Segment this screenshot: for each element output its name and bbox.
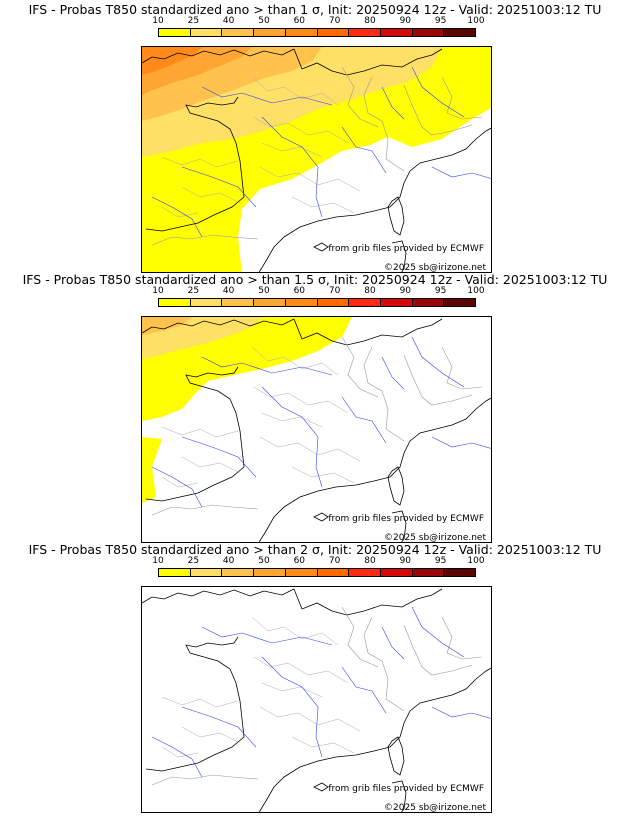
tick-label: 70: [329, 16, 340, 27]
tick-label: 80: [364, 556, 375, 567]
tick-label: 80: [364, 286, 375, 297]
colorbar-segment: [412, 29, 444, 36]
colorbar-segment: [380, 29, 412, 36]
source-credit: from grib files provided by ECMWF: [328, 784, 484, 794]
colorbar-ticks: 10 25 40 50 60 70 80 90 95 100: [158, 16, 476, 28]
tick-label: 10: [152, 16, 163, 27]
probability-map: [141, 586, 492, 813]
colorbar-ticks: 10 25 40 50 60 70 80 90 95 100: [158, 286, 476, 298]
colorbar-segment: [253, 569, 285, 576]
colorbar-segment: [380, 299, 412, 306]
tick-label: 25: [188, 286, 199, 297]
tick-label: 40: [223, 286, 234, 297]
colorbar-segment: [285, 299, 317, 306]
colorbar: [158, 298, 476, 307]
colorbar-segment: [221, 299, 253, 306]
colorbar-ticks: 10 25 40 50 60 70 80 90 95 100: [158, 556, 476, 568]
tick-label: 95: [435, 16, 446, 27]
colorbar-segment: [443, 29, 475, 36]
tick-label: 90: [400, 556, 411, 567]
source-credit: from grib files provided by ECMWF: [328, 514, 484, 524]
colorbar-segment: [253, 29, 285, 36]
tick-label: 90: [400, 16, 411, 27]
colorbar-segment: [348, 569, 380, 576]
colorbar-segment: [348, 29, 380, 36]
tick-label: 95: [435, 286, 446, 297]
map-panel-3: IFS - Probas T850 standardized ano > tha…: [0, 540, 630, 810]
colorbar-segment: [412, 299, 444, 306]
tick-label: 10: [152, 286, 163, 297]
tick-label: 70: [329, 286, 340, 297]
colorbar-segment: [159, 29, 190, 36]
colorbar-segment: [348, 299, 380, 306]
tick-label: 50: [258, 16, 269, 27]
tick-label: 70: [329, 556, 340, 567]
colorbar-segment: [190, 29, 222, 36]
tick-label: 60: [294, 556, 305, 567]
colorbar-segment: [159, 299, 190, 306]
colorbar-segment: [317, 569, 349, 576]
colorbar-segment: [285, 569, 317, 576]
tick-label: 100: [467, 16, 484, 27]
probability-map: [141, 46, 492, 273]
copyright-credit: ©2025 sb@irizone.net: [384, 803, 486, 813]
tick-label: 80: [364, 16, 375, 27]
colorbar-segment: [380, 569, 412, 576]
colorbar-segment: [190, 299, 222, 306]
tick-label: 25: [188, 16, 199, 27]
tick-label: 50: [258, 556, 269, 567]
colorbar-segment: [443, 299, 475, 306]
tick-label: 90: [400, 286, 411, 297]
colorbar: [158, 568, 476, 577]
panel-title: IFS - Probas T850 standardized ano > tha…: [0, 542, 630, 557]
tick-label: 60: [294, 286, 305, 297]
source-credit: from grib files provided by ECMWF: [328, 244, 484, 254]
tick-label: 40: [223, 556, 234, 567]
colorbar-segment: [190, 569, 222, 576]
tick-label: 40: [223, 16, 234, 27]
panel-title: IFS - Probas T850 standardized ano > tha…: [0, 2, 630, 17]
tick-label: 50: [258, 286, 269, 297]
tick-label: 95: [435, 556, 446, 567]
colorbar-segment: [221, 569, 253, 576]
tick-label: 10: [152, 556, 163, 567]
colorbar-segment: [221, 29, 253, 36]
tick-label: 100: [467, 556, 484, 567]
colorbar-segment: [285, 29, 317, 36]
colorbar-segment: [253, 299, 285, 306]
colorbar-segment: [317, 299, 349, 306]
panel-title: IFS - Probas T850 standardized ano > tha…: [0, 272, 630, 287]
colorbar-segment: [317, 29, 349, 36]
probability-map: [141, 316, 492, 543]
tick-label: 100: [467, 286, 484, 297]
tick-label: 60: [294, 16, 305, 27]
map-panel-2: IFS - Probas T850 standardized ano > tha…: [0, 270, 630, 540]
tick-label: 25: [188, 556, 199, 567]
map-panel-1: IFS - Probas T850 standardized ano > tha…: [0, 0, 630, 270]
colorbar-segment: [412, 569, 444, 576]
colorbar-segment: [443, 569, 475, 576]
colorbar: [158, 28, 476, 37]
colorbar-segment: [159, 569, 190, 576]
